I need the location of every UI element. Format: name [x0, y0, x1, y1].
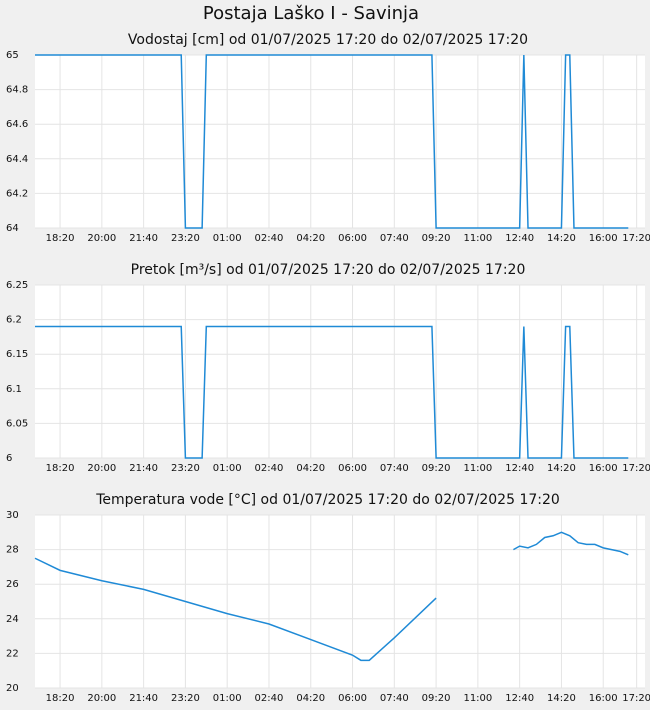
x-tick-label: 07:40: [380, 693, 409, 704]
panel-title: Temperatura vode [°C] od 01/07/2025 17:2…: [95, 492, 560, 508]
x-tick-label: 04:20: [296, 233, 325, 244]
x-tick-label: 20:00: [87, 693, 116, 704]
y-tick-label: 20: [6, 683, 19, 694]
panel-title: Pretok [m³/s] od 01/07/2025 17:20 do 02/…: [131, 262, 526, 278]
x-tick-label: 01:00: [213, 693, 242, 704]
page-title: Postaja Laško I - Savinja: [203, 3, 419, 24]
x-tick-label: 23:20: [171, 233, 200, 244]
y-tick-label: 64.4: [6, 154, 28, 165]
x-tick-label: 16:00: [589, 463, 618, 474]
x-tick-label: 14:20: [547, 693, 576, 704]
x-tick-label: 12:40: [505, 233, 534, 244]
x-tick-label: 11:00: [463, 233, 492, 244]
x-tick-label: 07:40: [380, 463, 409, 474]
panel-title: Vodostaj [cm] od 01/07/2025 17:20 do 02/…: [128, 32, 528, 48]
x-tick-label: 04:20: [296, 463, 325, 474]
y-tick-label: 26: [6, 579, 19, 590]
y-tick-label: 30: [6, 510, 19, 521]
x-tick-label: 16:00: [589, 693, 618, 704]
x-tick-label: 17:20: [622, 693, 650, 704]
y-tick-label: 6.05: [6, 418, 28, 429]
x-tick-label: 04:20: [296, 693, 325, 704]
x-tick-label: 02:40: [255, 233, 284, 244]
x-tick-label: 09:20: [422, 463, 451, 474]
y-tick-label: 6.25: [6, 280, 28, 291]
y-tick-label: 64.8: [6, 85, 28, 96]
x-tick-label: 09:20: [422, 693, 451, 704]
x-tick-label: 16:00: [589, 233, 618, 244]
y-tick-label: 65: [6, 50, 19, 61]
x-tick-label: 17:20: [622, 463, 650, 474]
y-tick-label: 6: [6, 453, 12, 464]
x-tick-label: 09:20: [422, 233, 451, 244]
data-line: [35, 54, 629, 229]
y-tick-label: 64.2: [6, 188, 28, 199]
x-tick-label: 21:40: [129, 463, 158, 474]
data-line: [34, 531, 629, 662]
plot-area: [35, 515, 645, 688]
x-tick-label: 06:00: [338, 233, 367, 244]
x-tick-label: 06:00: [338, 693, 367, 704]
y-tick-label: 6.1: [6, 384, 22, 395]
x-tick-label: 20:00: [87, 233, 116, 244]
x-tick-label: 01:00: [213, 233, 242, 244]
x-tick-label: 21:40: [129, 233, 158, 244]
x-tick-label: 12:40: [505, 693, 534, 704]
plot-area: [35, 285, 645, 458]
x-tick-label: 18:20: [46, 233, 75, 244]
x-tick-label: 14:20: [547, 463, 576, 474]
x-tick-label: 01:00: [213, 463, 242, 474]
y-tick-label: 64.6: [6, 119, 28, 130]
y-tick-label: 22: [6, 648, 19, 659]
x-tick-label: 02:40: [255, 463, 284, 474]
y-tick-label: 64: [6, 223, 19, 234]
x-tick-label: 17:20: [622, 233, 650, 244]
x-tick-label: 11:00: [463, 693, 492, 704]
x-tick-label: 23:20: [171, 693, 200, 704]
x-tick-label: 14:20: [547, 233, 576, 244]
y-tick-label: 24: [6, 614, 19, 625]
x-tick-label: 23:20: [171, 463, 200, 474]
x-tick-label: 12:40: [505, 463, 534, 474]
plot-area: [35, 55, 645, 228]
x-tick-label: 20:00: [87, 463, 116, 474]
data-line: [35, 325, 629, 459]
x-tick-label: 06:00: [338, 463, 367, 474]
y-tick-label: 6.2: [6, 315, 22, 326]
x-tick-label: 18:20: [46, 693, 75, 704]
x-tick-label: 02:40: [255, 693, 284, 704]
x-tick-label: 11:00: [463, 463, 492, 474]
y-tick-label: 6.15: [6, 349, 28, 360]
y-tick-label: 28: [6, 545, 19, 556]
x-tick-label: 21:40: [129, 693, 158, 704]
x-tick-label: 18:20: [46, 463, 75, 474]
x-tick-label: 07:40: [380, 233, 409, 244]
